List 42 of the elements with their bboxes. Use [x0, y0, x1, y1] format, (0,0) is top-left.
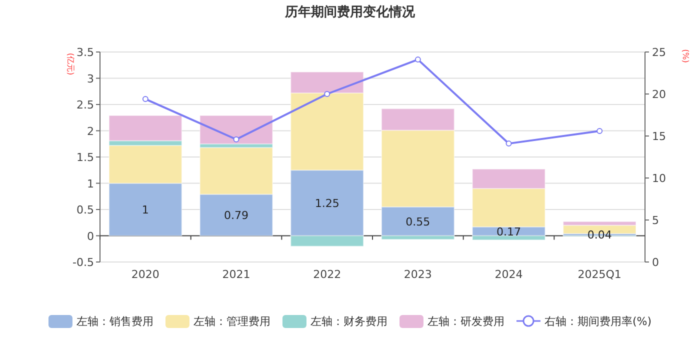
y-tick-label: 1 [87, 177, 94, 190]
data-label: 0.04 [587, 228, 612, 242]
x-tick-label: 2023 [404, 268, 432, 281]
bar [199, 115, 274, 144]
x-tick-label: 2022 [313, 268, 342, 281]
x-tick-label: 2020 [131, 268, 160, 281]
y-tick-label: 0.5 [76, 204, 94, 216]
y-tick-label: 2 [87, 124, 94, 138]
point [414, 56, 421, 63]
data-label: 1.25 [314, 196, 340, 210]
chart-title: 历年期间费用变化情况 [284, 4, 416, 20]
y2-tick-label: 10 [652, 172, 666, 185]
y2-tick-label: 5 [652, 214, 659, 227]
legend-label: 右轴：期间费用率(%) [544, 315, 652, 328]
point [324, 91, 330, 97]
y-tick-label: -0.5 [72, 256, 94, 269]
x-tick-label: 2025Q1 [578, 268, 622, 281]
point [233, 136, 240, 142]
legend-label: 左轴：研发费用 [427, 315, 504, 328]
data-label: 1 [142, 204, 149, 216]
data-label: 0.79 [224, 209, 248, 222]
y-tick-label: 2.5 [76, 98, 94, 112]
data-label: 0.17 [496, 225, 521, 238]
y2-tick-label: 20 [652, 88, 666, 101]
y-tick-label: 3.5 [76, 46, 94, 59]
y-axis-title: (亿元) [66, 52, 75, 76]
y-tick-label: 0 [87, 230, 94, 243]
y-tick-label: 1.5 [76, 151, 94, 164]
data-label: 0.55 [406, 215, 430, 228]
point [506, 140, 512, 147]
legend-label: 左轴：销售费用 [76, 315, 154, 328]
y2-tick-label: 0 [652, 256, 659, 269]
y2-axis-title: (%) [681, 49, 690, 63]
point [142, 96, 148, 102]
y-tick-label: 3 [87, 72, 94, 86]
x-tick-label: 2021 [222, 268, 250, 281]
point [596, 128, 603, 134]
legend-label: 左轴：财务费用 [310, 315, 388, 328]
y2-tick-label: 25 [652, 46, 666, 59]
x-tick-label: 2024 [494, 268, 523, 281]
y2-tick-label: 15 [652, 130, 666, 143]
legend-label: 左轴：管理费用 [193, 315, 270, 328]
